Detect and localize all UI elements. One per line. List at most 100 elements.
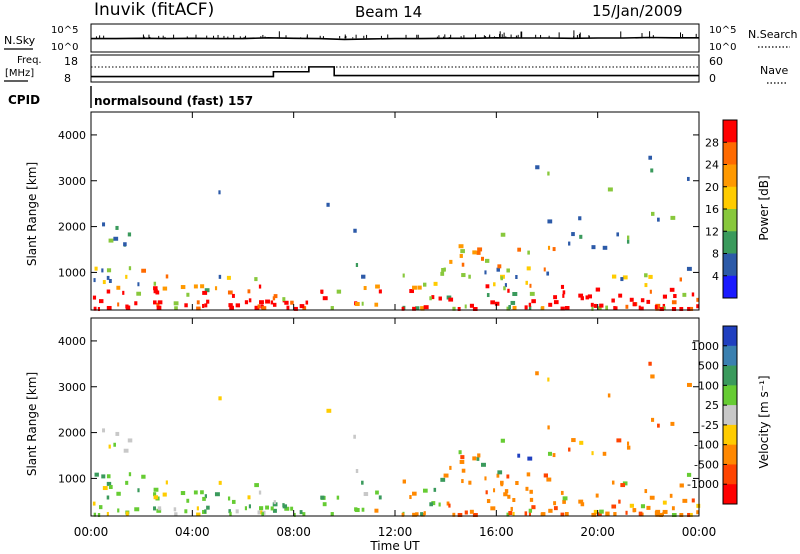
power-cell (673, 294, 677, 299)
noise-ytick-bottom-right: 10^0 (709, 42, 736, 53)
power-cell (200, 284, 205, 289)
velocity-cell (254, 483, 259, 488)
velocity-cell (157, 506, 162, 511)
power-cell (457, 306, 461, 311)
velocity-colorbar-swatch (723, 444, 737, 465)
velocity-cell (611, 480, 615, 485)
power-cell (579, 234, 583, 239)
power-cell (517, 247, 522, 252)
power-colorbar-label: Power [dB] (757, 175, 771, 240)
velocity-cell (293, 512, 296, 517)
power-cell (353, 228, 357, 233)
nsky-spikes (95, 30, 697, 39)
velocity-cell (355, 508, 360, 513)
velocity-cell (322, 502, 327, 507)
velocity-cell (457, 512, 463, 517)
power-cell (632, 302, 637, 307)
velocity-cell (326, 408, 332, 413)
power-cell (529, 291, 535, 296)
power-scatter (92, 155, 700, 312)
velocity-cell (290, 506, 294, 511)
velocity-cell (162, 492, 167, 497)
velocity-cell (579, 440, 584, 445)
velocity-cell (480, 462, 486, 467)
power-cell (547, 171, 550, 176)
power-cell (500, 276, 504, 281)
x-tick-label: 00:00 (682, 525, 717, 539)
velocity-cell (517, 453, 521, 458)
power-cell (173, 301, 179, 306)
velocity-cell (547, 425, 550, 430)
power-cell (374, 302, 379, 307)
velocity-cell (102, 428, 106, 433)
velocity-cell (204, 509, 207, 514)
velocity-cell (503, 492, 508, 497)
power-cell (290, 300, 294, 305)
power-cell (244, 300, 249, 305)
power-cell (336, 289, 342, 294)
velocity-cell (422, 488, 428, 493)
power-cell (669, 287, 675, 292)
power-cell (302, 306, 307, 311)
velocity-cell (106, 474, 111, 479)
velocity-cell (650, 374, 655, 379)
velocity-scatter (92, 361, 701, 518)
velocity-cell (686, 382, 692, 387)
power-cell (326, 202, 330, 207)
power-cell (446, 295, 452, 300)
power-cell (273, 294, 278, 299)
velocity-cell (510, 506, 513, 511)
power-cell (231, 293, 235, 298)
noise-ytick-top-left: 10^5 (51, 25, 78, 36)
power-cell (578, 216, 582, 221)
power-cell (638, 305, 641, 310)
velocity-cell (141, 474, 146, 479)
velocity-cell (282, 503, 285, 508)
velocity-cell (622, 481, 628, 486)
power-cell (611, 298, 615, 303)
velocity-cell (214, 492, 220, 497)
power-cell (218, 274, 222, 279)
power-cell (284, 300, 289, 305)
velocity-cell (259, 506, 264, 511)
power-cell (378, 289, 382, 294)
power-colorbar-tick-label: 28 (705, 136, 719, 149)
freq-panel-frame (90, 54, 700, 83)
velocity-cell (506, 512, 510, 517)
power-cell (585, 295, 589, 300)
velocity-cell (134, 507, 140, 512)
power-cell (108, 238, 114, 243)
velocity-cell (218, 480, 222, 485)
velocity-cell (476, 456, 480, 461)
power-cell (401, 306, 405, 311)
power-cell (602, 245, 608, 250)
velocity-cell (125, 511, 129, 516)
velocity-cell (116, 491, 121, 496)
power-cell (655, 303, 661, 308)
power-cell (659, 307, 664, 312)
velocity-cell (193, 490, 198, 495)
power-cell (525, 280, 528, 285)
velocity-cell (202, 496, 206, 501)
power-cell (153, 289, 158, 294)
power-cell (122, 290, 125, 295)
power-cell (648, 274, 653, 279)
velocity-cell (632, 508, 636, 513)
velocity-cell (496, 473, 500, 478)
velocity-cell (485, 490, 488, 495)
velocity-cell (472, 456, 477, 461)
power-cell (441, 267, 445, 272)
power-cell (106, 289, 111, 294)
velocity-cell (204, 494, 207, 499)
velocity-cell (599, 509, 604, 514)
x-tick-label: 04:00 (175, 525, 210, 539)
velocity-cell (206, 505, 210, 510)
station-title: Inuvik (fitACF) (94, 0, 214, 20)
power-cell (469, 303, 474, 308)
velocity-cell (378, 495, 382, 500)
velocity-cell (460, 455, 465, 460)
velocity-ytick-tick-label: 2000 (58, 427, 86, 440)
power-colorbar-swatch (723, 253, 737, 277)
power-cell (186, 292, 190, 297)
velocity-cell (605, 511, 610, 516)
